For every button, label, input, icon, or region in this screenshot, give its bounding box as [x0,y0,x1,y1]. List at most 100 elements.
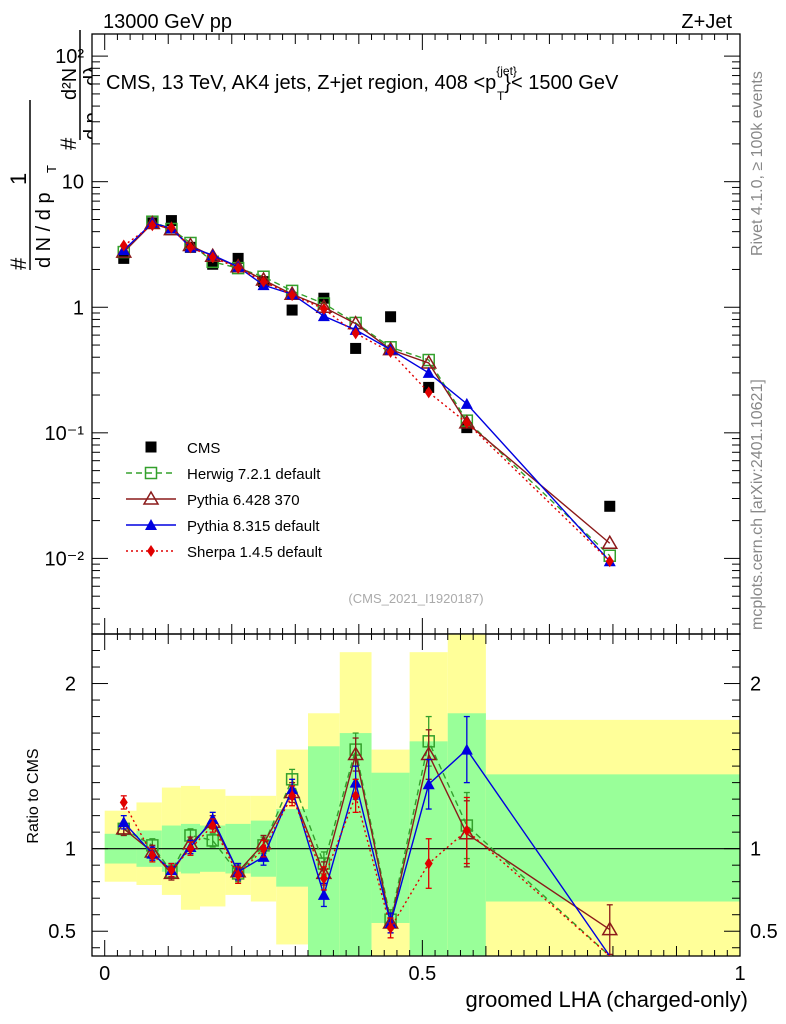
series-sherpa-1-4-5-default [119,219,614,568]
ratio-plot-frame [91,633,741,957]
ratio-data-point [117,816,130,828]
legend-entry: CMS [145,440,220,457]
data-point [319,302,328,315]
y-tick-label: 10⁻² [45,548,85,570]
y-label-hash-1: # [6,257,31,270]
legend-marker [144,466,158,480]
rivet-label: Rivet 4.1.0, ≥ 100k events [749,71,766,256]
ratio-series-group [115,715,619,956]
data-point [604,500,616,512]
ratio-data-point [347,746,364,761]
ratio-y-tick-label-right: 0.5 [750,921,778,943]
legend-marker [147,545,155,557]
data-point [288,289,297,302]
data-point [186,241,195,254]
legend-label: CMS [187,440,220,457]
legend-label: Sherpa 1.4.5 default [187,544,323,561]
ratio-data-point [288,789,297,802]
data-point [118,252,130,264]
ratio-plot-panel: 0.5 0.51 12 20 0.5 1 [48,633,778,985]
data-point [605,555,614,568]
data-point [424,386,433,399]
data-point [462,416,471,429]
legend-entry: Pythia 8.315 default [126,518,320,535]
analysis-id: (CMS_2021_I1920187) [348,591,483,606]
legend-marker [145,519,157,530]
ratio-data-point [206,834,219,847]
y-label-den-1-sub: T [44,165,59,173]
ratio-data-point [319,872,328,885]
ratio-y-tick-label-right: 2 [750,674,761,696]
y-label-num-2: d²N [59,68,81,100]
data-point [601,534,619,550]
data-point [234,262,243,275]
main-title: CMS, 13 TeV, AK4 jets, Z+jet region, 408… [106,64,619,103]
y-label-num-1: 1 [6,173,31,185]
y-label-den-1: d N / d p [33,192,55,268]
y-tick-label: 10 [62,172,84,194]
mcplots-label: mcplots.cern.ch [arXiv:2401.10621] [749,379,766,630]
process-label: Z+Jet [681,11,732,33]
ratio-data-point [167,864,176,877]
data-point [163,221,180,236]
ratio-data-point [424,857,433,870]
data-point [385,311,397,323]
ratio-data-point [234,869,243,882]
legend-label: Pythia 8.315 default [187,518,320,535]
ratio-data-point [115,820,133,835]
data-point [317,310,330,322]
data-point [167,221,176,234]
ratio-data-point [422,778,435,790]
data-point [208,251,217,264]
ratio-series-line [123,752,611,931]
data-point [386,346,395,359]
ratio-data-point [351,789,360,802]
y-label-hash-2: # [56,137,81,150]
data-point [286,304,298,316]
ratio-data-point [386,921,395,934]
ratio-data-point [119,796,128,809]
ratio-data-point [148,849,157,862]
x-axis-label: groomed LHA (charged-only) [466,987,748,1012]
ratio-data-point [462,824,471,837]
data-point [351,327,360,340]
legend-marker [145,441,157,453]
legend-entry: Herwig 7.2.1 default [126,466,321,483]
data-point [259,275,268,288]
ratio-data-point [186,842,195,855]
uncertainty-band-inner [371,772,410,923]
ratio-y-axis-label: Ratio to CMS [25,748,42,843]
data-point [119,239,128,252]
y-tick-label: 1 [73,297,84,319]
data-point [350,342,362,354]
data-point [207,258,219,270]
uncertainty-band-inner [485,774,740,902]
legend-marker [142,490,160,505]
ratio-data-point [208,819,217,832]
ratio-y-tick-label: 0.5 [48,921,76,943]
legend: CMS Herwig 7.2.1 default Pythia 6.428 370 P… [126,440,323,561]
legend-label: Pythia 6.428 370 [187,492,300,509]
data-point [165,215,177,227]
energy-label: 13000 GeV pp [103,11,232,33]
x-tick-label: 0.5 [408,963,436,985]
ratio-y-tick-label: 1 [65,839,76,861]
ratio-series-sherpa-1-4-5-default [119,778,611,956]
x-tick-label: 0 [99,963,110,985]
data-point [148,219,157,232]
main-plot-panel: 10⁻² 10⁻¹ 1 10 10² CMS, 13 TeV, AK4 jets, Z+… [45,33,741,635]
legend-label: Herwig 7.2.1 default [187,466,321,483]
ratio-data-point [460,743,473,755]
y-tick-label: 10⁻¹ [45,423,85,445]
data-point [460,397,473,409]
x-tick-label: 1 [734,963,745,985]
ratio-y-tick-label-right: 1 [750,839,761,861]
series-line [123,220,611,557]
y-tick-label: 10² [55,46,84,68]
ratio-data-point [259,842,268,855]
ratio-data-point [317,888,330,900]
legend-entry: Sherpa 1.4.5 default [126,544,323,561]
ratio-y-tick-label: 2 [65,674,76,696]
ratio-data-point [601,921,619,936]
